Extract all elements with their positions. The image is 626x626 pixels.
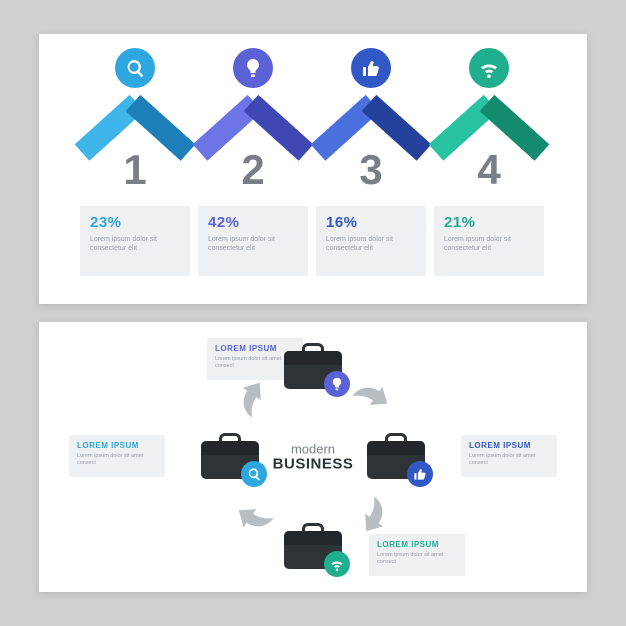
info-box: 21% Lorem ipsum dolor sit consectetur el… <box>434 206 544 276</box>
info-box: 16% Lorem ipsum dolor sit consectetur el… <box>316 206 426 276</box>
bulb-icon <box>233 48 273 88</box>
bulb-icon <box>324 371 350 397</box>
label-desc: Lorem ipsum dolor sit amet consect <box>77 453 157 467</box>
label-box-left: LOREM IPSUM Lorem ipsum dolor sit amet c… <box>69 435 165 477</box>
peak-4 <box>429 62 549 132</box>
peak-2 <box>193 62 313 132</box>
info-box: 23% Lorem ipsum dolor sit consectetur el… <box>80 206 190 276</box>
description: Lorem ipsum dolor sit consectetur elit <box>90 235 180 254</box>
wifi-icon <box>469 48 509 88</box>
info-box: 42% Lorem ipsum dolor sit consectetur el… <box>198 206 308 276</box>
thumb-icon <box>407 461 433 487</box>
label-title: LOREM IPSUM <box>469 441 549 451</box>
cycle-arrow-icon <box>226 482 287 543</box>
cycle-arrow-icon <box>226 370 287 431</box>
description: Lorem ipsum dolor sit consectetur elit <box>208 235 298 254</box>
briefcase-right <box>367 435 425 479</box>
percentage: 42% <box>208 214 298 231</box>
center-line2: BUSINESS <box>273 456 354 472</box>
step-number: 1 <box>75 146 195 194</box>
description: Lorem ipsum dolor sit consectetur elit <box>326 235 416 254</box>
briefcase-top <box>284 345 342 389</box>
search-icon <box>241 461 267 487</box>
step-number: 4 <box>429 146 549 194</box>
zigzag-infographic-card: 1 2 3 4 23% Lorem ipsum dolor sit consec… <box>39 34 587 304</box>
cycle: modern BUSINESS <box>193 337 433 577</box>
step-number: 3 <box>311 146 431 194</box>
briefcase-left <box>201 435 259 479</box>
step-number: 2 <box>193 146 313 194</box>
description: Lorem ipsum dolor sit consectetur elit <box>444 235 534 254</box>
peak-1 <box>75 62 195 132</box>
thumb-icon <box>351 48 391 88</box>
peak-3 <box>311 62 431 132</box>
percentage: 21% <box>444 214 534 231</box>
cycle-diagram-card: LOREM IPSUM Lorem ipsum dolor sit amet c… <box>39 322 587 592</box>
center-line1: modern <box>273 442 354 456</box>
wifi-icon <box>324 551 350 577</box>
center-label: modern BUSINESS <box>273 442 354 471</box>
percentage: 16% <box>326 214 416 231</box>
label-title: LOREM IPSUM <box>77 441 157 451</box>
search-icon <box>115 48 155 88</box>
percentage: 23% <box>90 214 180 231</box>
label-desc: Lorem ipsum dolor sit amet consect <box>469 453 549 467</box>
label-box-right: LOREM IPSUM Lorem ipsum dolor sit amet c… <box>461 435 557 477</box>
briefcase-bottom <box>284 525 342 569</box>
cycle-arrow-icon <box>338 482 399 543</box>
